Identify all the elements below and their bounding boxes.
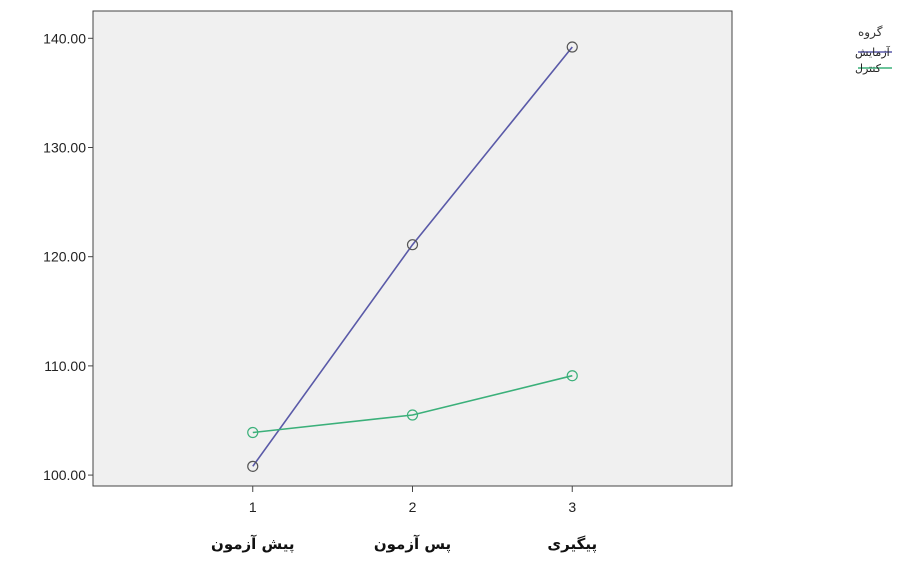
plot-area bbox=[92, 10, 733, 487]
y-tick-label: 100.00 bbox=[43, 467, 86, 483]
series-2 bbox=[247, 370, 578, 439]
legend-title: گروه bbox=[858, 25, 883, 40]
data-point bbox=[566, 370, 578, 382]
y-tick-label: 120.00 bbox=[43, 249, 86, 265]
data-point bbox=[247, 460, 259, 472]
series-1 bbox=[247, 41, 578, 472]
x-axis: 1 پیش آزمون 2 پس آزمون 3 پیگیری bbox=[211, 486, 597, 554]
y-tick-label: 140.00 bbox=[43, 30, 86, 46]
y-tick-label: 110.00 bbox=[44, 358, 86, 374]
x-category-label: پیگیری bbox=[547, 535, 597, 554]
data-point bbox=[566, 41, 578, 53]
legend-entry: آزمایش bbox=[855, 45, 891, 59]
data-point bbox=[406, 409, 419, 421]
data-point bbox=[247, 426, 259, 439]
y-axis: 100.00 110.00 120.00 130.00 140.00 bbox=[43, 30, 93, 483]
data-point bbox=[406, 239, 419, 251]
series-line bbox=[252, 46, 573, 467]
x-tick-label: 1 bbox=[249, 499, 257, 515]
x-category-label: پیش آزمون bbox=[211, 535, 294, 554]
x-tick-label: 2 bbox=[409, 499, 417, 515]
series-layer bbox=[247, 41, 578, 472]
x-category-label: پس آزمون bbox=[374, 535, 451, 554]
legend: گروه آزمایش کنترل bbox=[855, 25, 892, 75]
x-tick-label: 3 bbox=[568, 499, 576, 515]
legend-entry: کنترل bbox=[855, 62, 882, 75]
y-tick-label: 130.00 bbox=[43, 139, 86, 155]
series-line bbox=[252, 374, 573, 434]
